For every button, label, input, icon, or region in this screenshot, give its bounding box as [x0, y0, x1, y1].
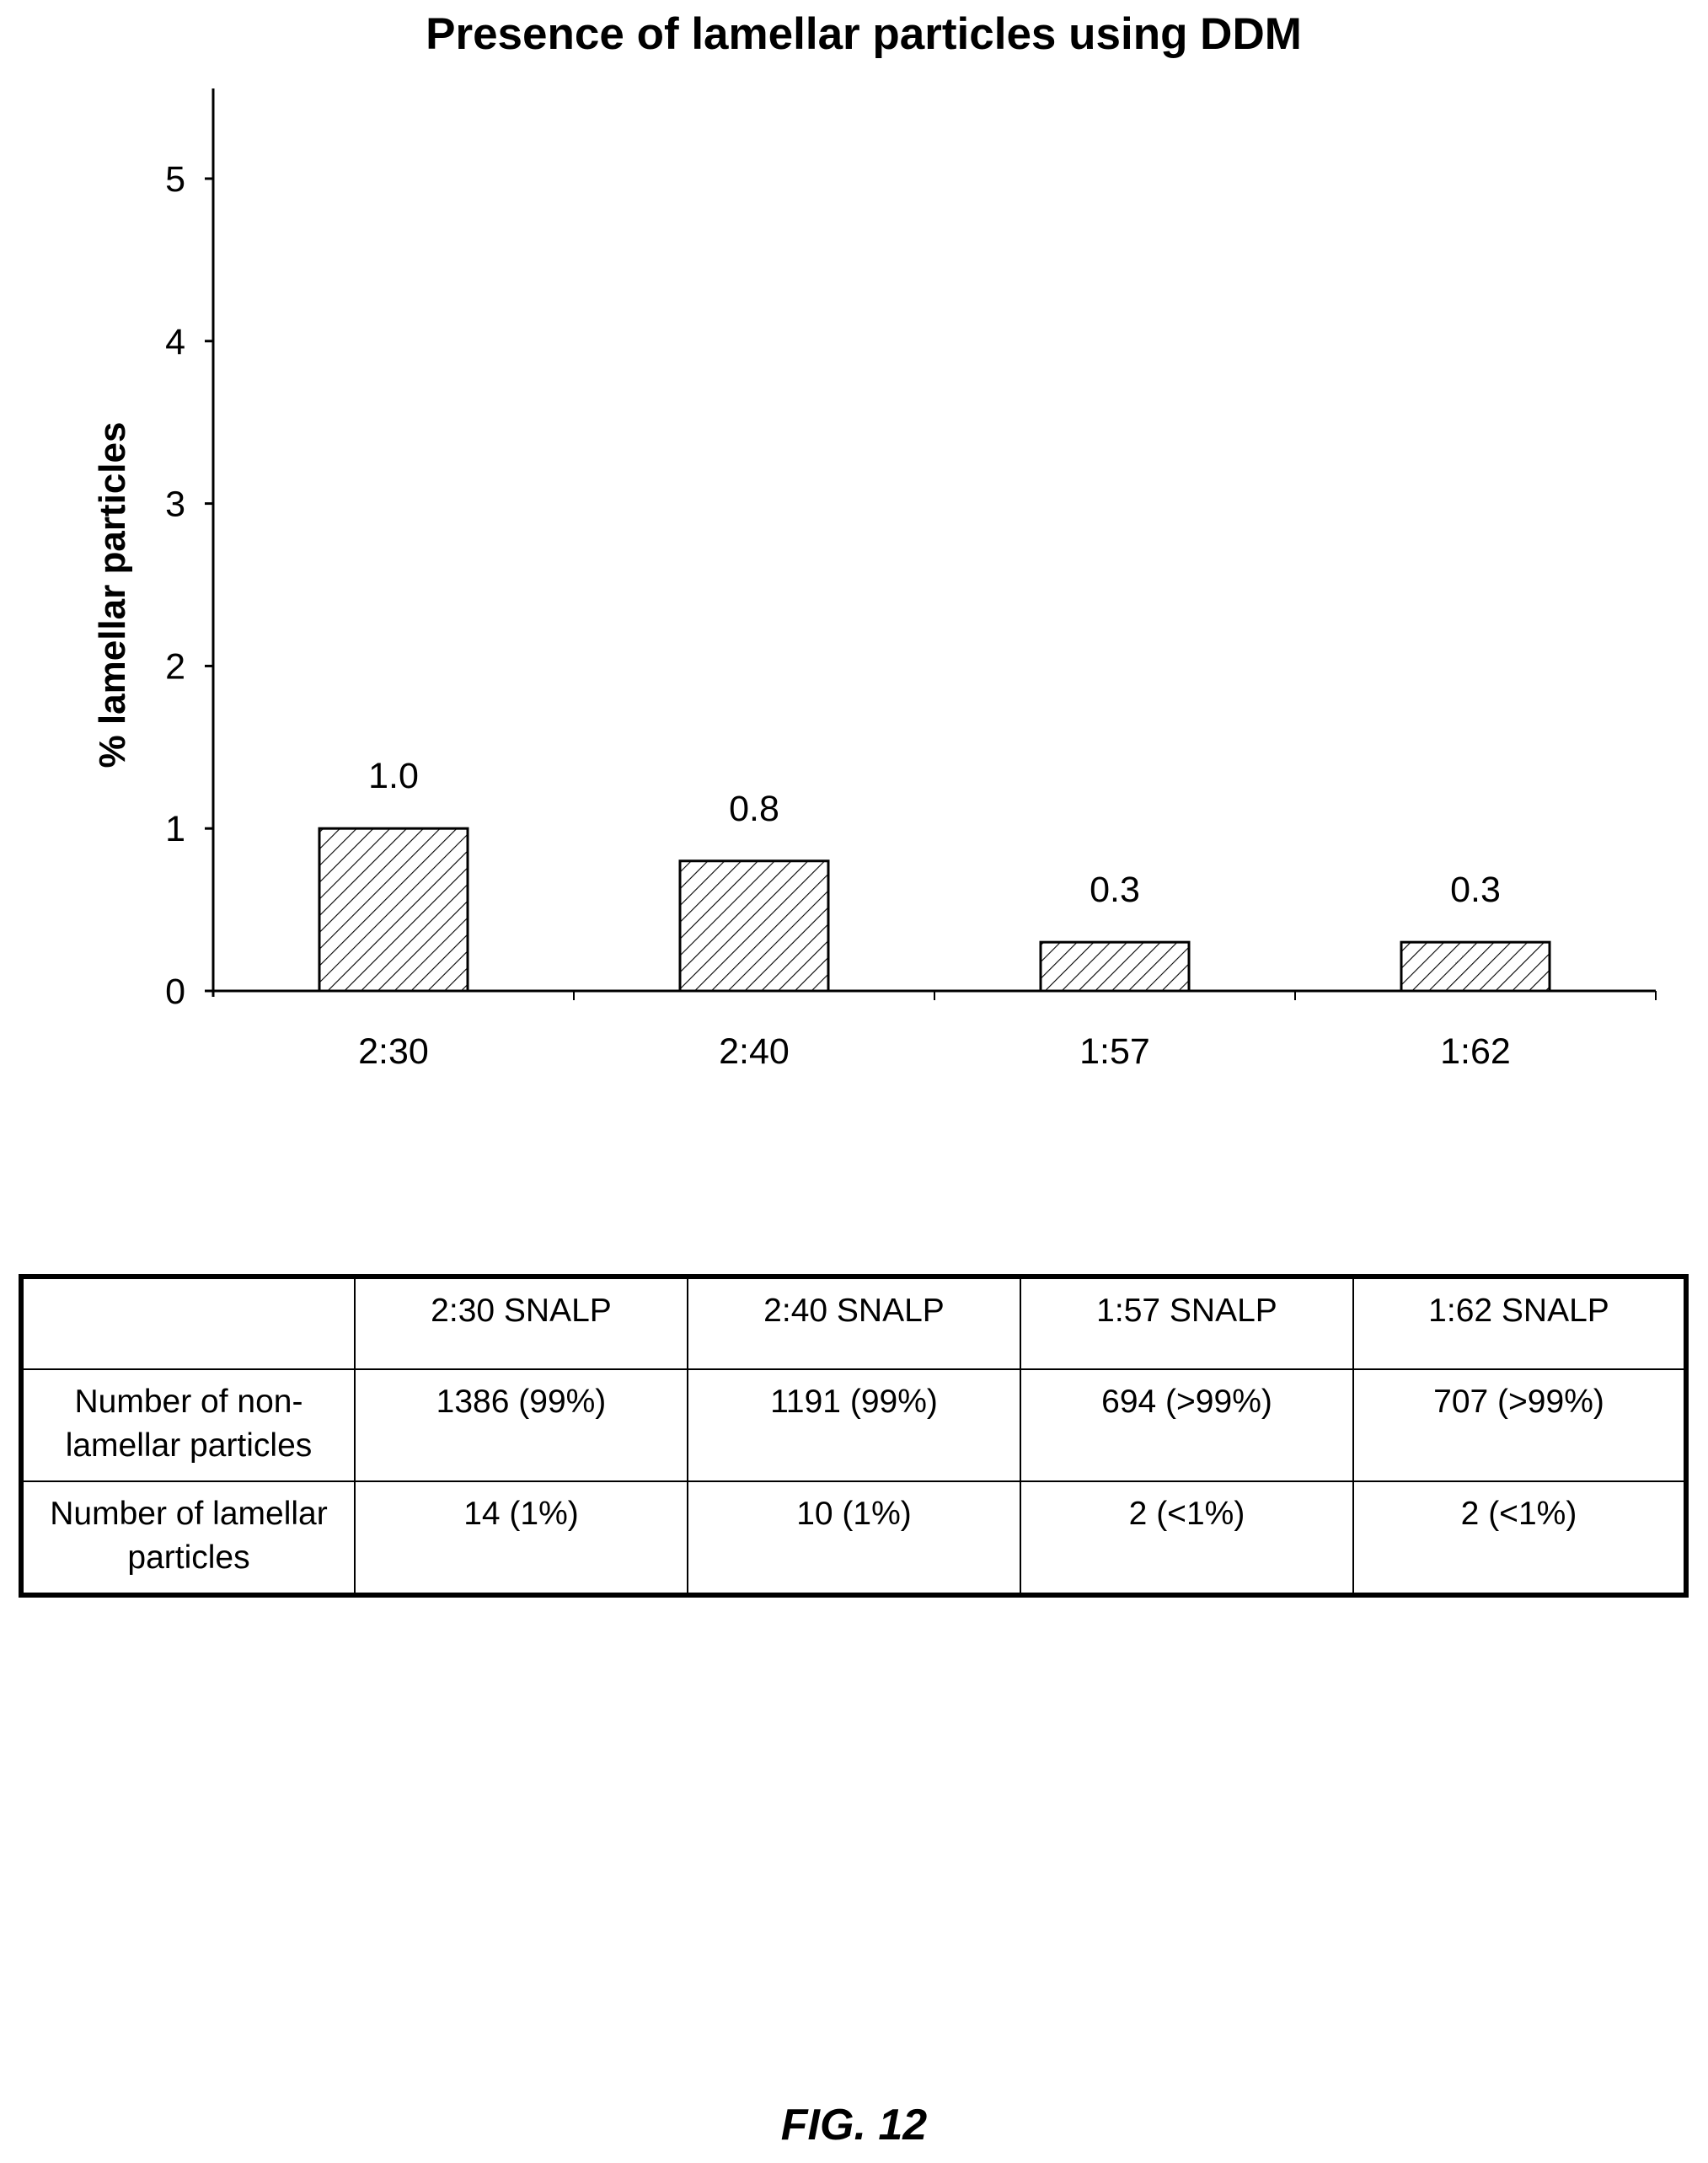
bar-value-label: 1.0 [368, 756, 419, 796]
table-row: Number of non-lamellar particles 1386 (9… [20, 1368, 1687, 1482]
table-row: Number of lamellar particles 14 (1%) 10 … [20, 1480, 1687, 1596]
x-tick-label: 1:62 [1440, 1031, 1511, 1072]
table-cell: 14 (1%) [354, 1480, 688, 1596]
bar [1039, 940, 1191, 993]
table-row-label: Number of non-lamellar particles [20, 1368, 356, 1482]
table-cell: 2 (<1%) [1020, 1480, 1354, 1596]
chart-title: Presence of lamellar particles using DDM [426, 9, 1302, 59]
bar-chart: Presence of lamellar particles using DDM… [92, 9, 1657, 1072]
bar-value-label: 0.3 [1450, 870, 1501, 910]
table-cell: 2 (<1%) [1352, 1480, 1687, 1596]
y-tick-label: 1 [165, 809, 185, 849]
bar [318, 827, 469, 993]
table-header-cell: 1:62 SNALP [1352, 1276, 1687, 1370]
table-cell: 694 (>99%) [1020, 1368, 1354, 1482]
y-axis-label: % lamellar particles [92, 422, 133, 768]
y-tick-label: 0 [165, 972, 185, 1012]
table-cell: 1386 (99%) [354, 1368, 688, 1482]
table-header-cell: 2:30 SNALP [354, 1276, 688, 1370]
bar [1400, 940, 1551, 993]
y-tick-label: 5 [165, 159, 185, 200]
y-tick-label: 3 [165, 485, 185, 525]
table-header-row: 2:30 SNALP 2:40 SNALP 1:57 SNALP 1:62 SN… [20, 1276, 1687, 1370]
bar [678, 859, 830, 993]
x-tick-label: 2:40 [719, 1031, 790, 1072]
x-tick-label: 1:57 [1079, 1031, 1150, 1072]
particle-count-table: 2:30 SNALP 2:40 SNALP 1:57 SNALP 1:62 SN… [19, 1274, 1689, 1598]
y-tick-label: 2 [165, 646, 185, 687]
table-cell: 10 (1%) [687, 1480, 1021, 1596]
table-cell: 707 (>99%) [1352, 1368, 1687, 1482]
table-header-cell: 2:40 SNALP [687, 1276, 1021, 1370]
table-header-cell: 1:57 SNALP [1020, 1276, 1354, 1370]
x-tick-label: 2:30 [358, 1031, 429, 1072]
figure-caption: FIG. 12 [780, 2101, 928, 2150]
table-header-cell [20, 1276, 356, 1370]
bar-value-label: 0.3 [1090, 870, 1140, 910]
bar-value-label: 0.8 [729, 789, 779, 829]
y-tick-label: 4 [165, 322, 185, 362]
table-cell: 1191 (99%) [687, 1368, 1021, 1482]
table-row-label: Number of lamellar particles [20, 1480, 356, 1596]
